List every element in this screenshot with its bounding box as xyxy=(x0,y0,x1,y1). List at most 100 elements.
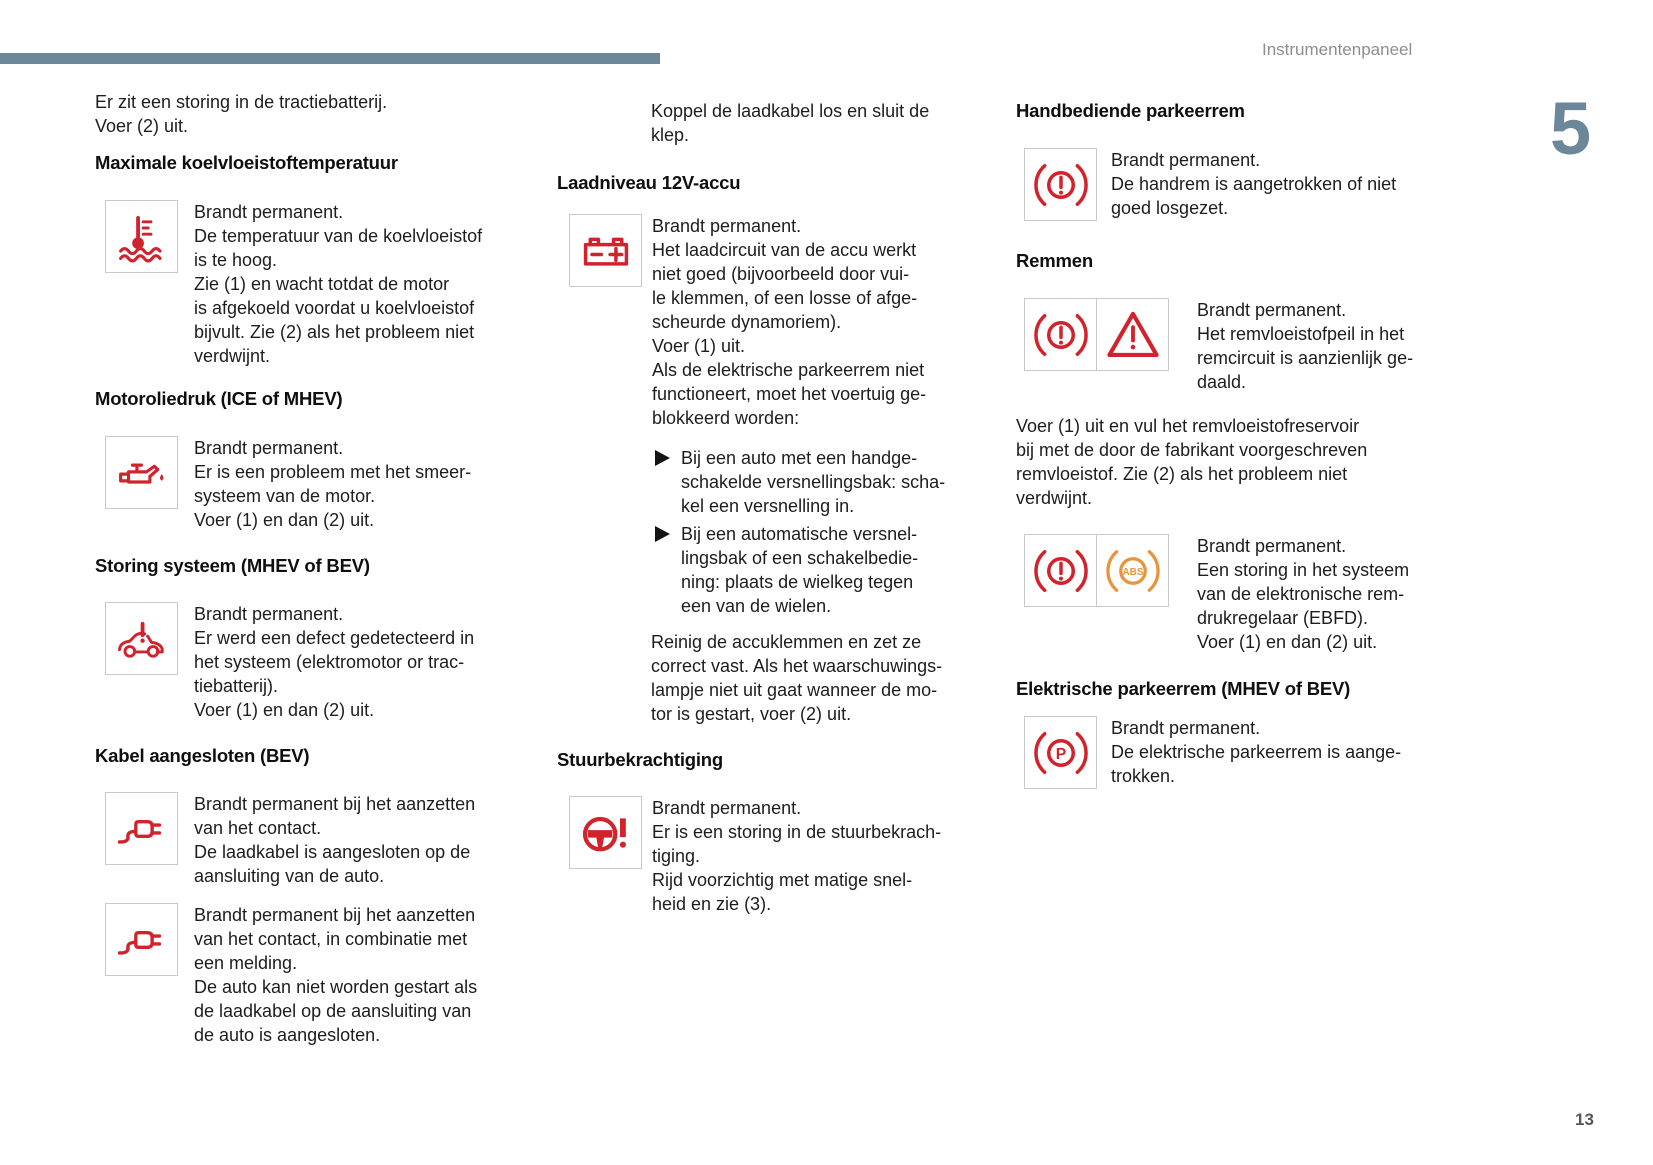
text-line: Brandt permanent bij het aanzetten xyxy=(194,905,476,925)
brake-warning-icon xyxy=(1033,163,1088,206)
icon-box xyxy=(1024,534,1097,607)
text-line: is te hoog. xyxy=(194,250,278,270)
text-line: Er is een storing in de stuurbekrach- xyxy=(652,822,942,842)
text-line: Rijd voorzichtig met matige snel- xyxy=(652,870,913,890)
text-line: van het contact. xyxy=(194,818,322,838)
brake-warning-icon xyxy=(1033,549,1088,592)
text-line: remvloeistof. Zie (2) als het probleem n… xyxy=(1016,464,1348,484)
text-line: Brandt permanent. xyxy=(1197,536,1347,556)
text-line: heid en zie (3). xyxy=(652,894,772,914)
text-line: Brandt permanent. xyxy=(1197,300,1347,320)
warning-item-handbrake: Brandt permanent. De handrem is aangetrok… xyxy=(1016,148,1456,221)
text-line: De temperatuur van de koelvloeistof xyxy=(194,226,483,246)
charging-cable-icon xyxy=(117,930,161,955)
text-line: systeem van de motor. xyxy=(194,486,376,506)
text-line: Brandt permanent. xyxy=(194,202,344,222)
warning-item-battery: Brandt permanent. Het laadcircuit van de … xyxy=(557,214,1022,430)
intro-paragraph: Er zit een storing in de tractiebatterij… xyxy=(95,90,545,138)
text-line: verdwijnt. xyxy=(1016,488,1093,508)
bullet-arrow-icon xyxy=(655,526,670,542)
header-section-title: Instrumentenpaneel xyxy=(1262,40,1413,59)
page-number: 13 xyxy=(1575,1110,1594,1129)
warning-description: Brandt permanent. Er is een probleem met … xyxy=(194,436,471,532)
text-line: kel een versnelling in. xyxy=(681,496,855,516)
bullet-arrow-icon xyxy=(655,450,670,466)
coolant-temperature-warning-icon xyxy=(118,215,162,262)
bullet-text: Bij een auto met een handge-schakelde ve… xyxy=(681,446,1022,518)
icon-box xyxy=(569,214,642,287)
text-line: scheurde dynamoriem). xyxy=(652,312,842,332)
section-heading-battery: Laadniveau 12V-accu xyxy=(557,172,741,193)
text-line: Koppel de laadkabel los en sluit de xyxy=(651,101,930,121)
brake-warning-icon xyxy=(1033,313,1088,356)
bullet-item: Bij een auto met een handge-schakelde ve… xyxy=(557,446,1022,518)
warning-description: Brandt permanent. Het remvloeistofpeil in… xyxy=(1197,298,1413,394)
section-heading-cable: Kabel aangesloten (BEV) xyxy=(95,745,310,766)
text-line: aansluiting van de auto. xyxy=(194,866,385,886)
bullet-text: Bij een automatische versnel-lingsbak of… xyxy=(681,522,1022,618)
abs-warning-icon: ABS xyxy=(1105,549,1160,592)
text-line: lampje niet uit gaat wanneer de mo- xyxy=(651,680,938,700)
icon-box xyxy=(105,903,178,976)
text-line: functioneert, moet het voertuig ge- xyxy=(652,384,927,404)
column-right: Handbediende parkeerrem Brandt permanent… xyxy=(1016,100,1456,789)
text-line: verdwijnt. xyxy=(194,346,271,366)
icon-box xyxy=(105,200,178,273)
text-line: Er zit een storing in de tractiebatterij… xyxy=(95,92,388,112)
section-heading-electric-parking-brake: Elektrische parkeerrem (MHEV of BEV) xyxy=(1016,678,1351,699)
steering-assist-warning-icon xyxy=(582,816,626,851)
text-line: le klemmen, of een losse of afge- xyxy=(652,288,918,308)
warning-item-system-fault: Brandt permanent. Er werd een defect gede… xyxy=(95,602,545,722)
warning-description: Brandt permanent. De handrem is aangetrok… xyxy=(1111,148,1396,220)
text-line: De laadkabel is aangesloten op de xyxy=(194,842,471,862)
warning-triangle-icon xyxy=(1106,311,1159,357)
text-line: trokken. xyxy=(1111,766,1176,786)
text-line: Er is een probleem met het smeer- xyxy=(194,462,472,482)
text-line: Voer (1) uit en vul het remvloeistofrese… xyxy=(1016,416,1360,436)
warning-item-cable-2: Brandt permanent bij het aanzetten van he… xyxy=(95,903,545,1047)
warning-description: Brandt permanent bij het aanzetten van he… xyxy=(194,792,475,888)
battery-charge-warning-icon xyxy=(583,237,628,266)
text-line: De auto kan niet worden gestart als xyxy=(194,977,478,997)
icon-box-group xyxy=(569,796,642,869)
section-heading-steering: Stuurbekrachtiging xyxy=(557,749,723,770)
icon-box-group xyxy=(105,903,178,976)
warning-item-brakes: Brandt permanent. Het remvloeistofpeil in… xyxy=(1016,298,1456,394)
text-line: Bij een auto met een handge- xyxy=(681,448,918,468)
text-line: Brandt permanent. xyxy=(652,216,802,236)
warning-item-coolant: Brandt permanent. De temperatuur van de k… xyxy=(95,200,545,368)
text-line: een melding. xyxy=(194,953,298,973)
text-line: Voer (1) en dan (2) uit. xyxy=(194,510,375,530)
icon-box-group: ABS xyxy=(1024,534,1169,607)
warning-description: Brandt permanent bij het aanzetten van he… xyxy=(194,903,477,1047)
top-accent-bar xyxy=(0,53,660,64)
icon-box-group: P xyxy=(1024,716,1097,789)
text-line: Zie (1) en wacht totdat de motor xyxy=(194,274,450,294)
bullet-item: Bij een automatische versnel-lingsbak of… xyxy=(557,522,1022,618)
continuation-paragraph: Reinig de accuklemmen en zet ze correct v… xyxy=(557,630,1022,726)
icon-box-group xyxy=(105,200,178,273)
brakes-instructions-paragraph: Voer (1) uit en vul het remvloeistofrese… xyxy=(1016,414,1456,510)
text-line: daald. xyxy=(1197,372,1247,392)
text-line: klep. xyxy=(651,125,690,145)
text-line: de auto is aangesloten. xyxy=(194,1025,381,1045)
text-line: ning: plaats de wielkeg tegen xyxy=(681,572,914,592)
section-heading-brakes: Remmen xyxy=(1016,250,1093,271)
icon-box xyxy=(1024,298,1097,371)
text-line: Voer (2) uit. xyxy=(95,116,189,136)
text-line: remcircuit is aanzienlijk ge- xyxy=(1197,348,1414,368)
icon-box xyxy=(105,436,178,509)
car-fault-warning-icon xyxy=(117,621,164,658)
text-line: Brandt permanent. xyxy=(1111,718,1261,738)
icon-box-group xyxy=(105,602,178,675)
charging-cable-icon xyxy=(117,819,161,844)
warning-item-cable-1: Brandt permanent bij het aanzetten van he… xyxy=(95,792,545,888)
text-line: Voer (1) uit. xyxy=(652,336,746,356)
text-line: tiebatterij). xyxy=(194,676,279,696)
text-line: tor is gestart, voer (2) uit. xyxy=(651,704,852,724)
text-line: Brandt permanent. xyxy=(194,438,344,458)
text-line: Brandt permanent. xyxy=(194,604,344,624)
text-line: van de elektronische rem- xyxy=(1197,584,1405,604)
text-line: De handrem is aangetrokken of niet xyxy=(1111,174,1397,194)
text-line: Voer (1) en dan (2) uit. xyxy=(1197,632,1378,652)
